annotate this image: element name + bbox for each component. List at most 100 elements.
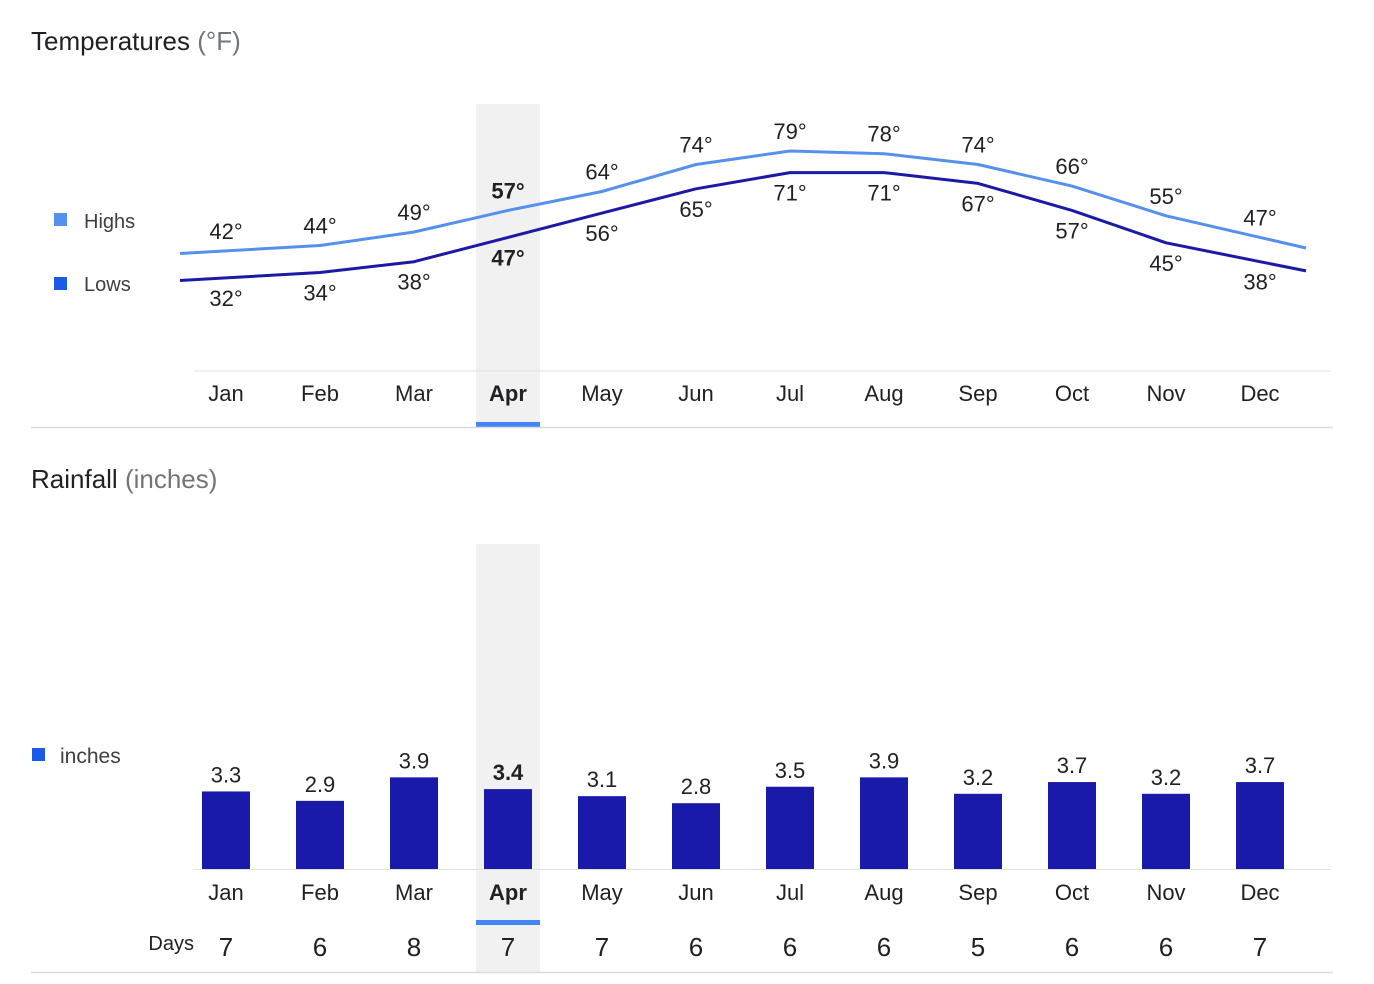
legend-inches-label: inches <box>60 745 121 768</box>
rainfall-month-tick-oct[interactable]: Oct <box>1055 880 1089 905</box>
highs-data-label: 64° <box>585 160 618 185</box>
temperature-month-tick-may[interactable]: May <box>581 381 623 406</box>
rainfall-month-tick-mar[interactable]: Mar <box>395 880 433 905</box>
rainfall-month-tick-jul[interactable]: Jul <box>776 880 804 905</box>
temperature-selected-indicator <box>476 422 540 427</box>
legend-lows-marker <box>54 277 67 290</box>
highs-data-label: 57° <box>491 178 524 203</box>
temperature-month-tick-jun[interactable]: Jun <box>678 381 713 406</box>
selected-month-band <box>476 104 540 426</box>
lows-data-label: 38° <box>397 270 430 295</box>
rainy-days-value: 5 <box>971 932 985 962</box>
rainfall-bar[interactable] <box>860 777 908 869</box>
highs-data-label: 79° <box>773 119 806 144</box>
rainfall-data-label: 3.9 <box>399 748 430 773</box>
rainy-days-value: 8 <box>407 932 421 962</box>
highs-data-label: 44° <box>303 214 336 239</box>
rainfall-bar[interactable] <box>296 800 344 869</box>
highs-data-label: 74° <box>679 133 712 158</box>
rainfall-month-tick-apr[interactable]: Apr <box>489 880 527 905</box>
rainfall-bar[interactable] <box>578 796 626 869</box>
rainfall-selected-indicator <box>476 920 540 925</box>
temperature-month-tick-nov[interactable]: Nov <box>1146 381 1185 406</box>
highs-data-label: 47° <box>1243 205 1276 230</box>
rainfall-month-tick-jan[interactable]: Jan <box>208 880 243 905</box>
rainfall-bar[interactable] <box>202 791 250 869</box>
rainfall-month-tick-dec[interactable]: Dec <box>1240 880 1279 905</box>
lows-data-label: 34° <box>303 281 336 306</box>
highs-data-label: 74° <box>961 133 994 158</box>
rainfall-bar[interactable] <box>1236 782 1284 869</box>
rainy-days-value: 6 <box>783 932 797 962</box>
days-row-label: Days <box>148 933 194 955</box>
rainfall-bar[interactable] <box>954 793 1002 869</box>
temperature-month-tick-aug[interactable]: Aug <box>864 381 903 406</box>
rainfall-data-label: 3.5 <box>775 758 806 783</box>
rainfall-data-label: 2.9 <box>305 772 336 797</box>
rainfall-data-label: 3.3 <box>211 762 242 787</box>
rainfall-bar[interactable] <box>390 777 438 869</box>
legend-highs-marker <box>54 213 67 226</box>
lows-data-label: 38° <box>1243 270 1276 295</box>
rainfall-month-tick-aug[interactable]: Aug <box>864 880 903 905</box>
rainfall-data-label: 2.8 <box>681 774 712 799</box>
legend-lows-label: Lows <box>84 274 131 296</box>
rainy-days-value: 7 <box>501 932 515 962</box>
lows-data-label: 71° <box>867 181 900 206</box>
lows-series-line <box>179 171 1307 282</box>
highs-data-label: 66° <box>1055 154 1088 179</box>
temperature-month-tick-sep[interactable]: Sep <box>958 381 997 406</box>
rainfall-bar[interactable] <box>1048 782 1096 869</box>
rainfall-bar[interactable] <box>672 803 720 869</box>
lows-data-label: 47° <box>491 245 524 270</box>
rainy-days-value: 7 <box>1253 932 1267 962</box>
rainy-days-value: 6 <box>1159 932 1173 962</box>
rainfall-data-label: 3.9 <box>869 748 900 773</box>
highs-data-label: 78° <box>867 122 900 147</box>
rainfall-month-tick-sep[interactable]: Sep <box>958 880 997 905</box>
lows-data-label: 45° <box>1149 251 1182 276</box>
rainy-days-value: 6 <box>1065 932 1079 962</box>
rainfall-chart-title: Rainfall (inches) <box>31 464 217 495</box>
rainfall-data-label: 3.4 <box>493 760 524 785</box>
temperature-month-tick-jan[interactable]: Jan <box>208 381 243 406</box>
rainfall-data-label: 3.1 <box>587 767 618 792</box>
temperature-unit: (°F) <box>197 26 241 56</box>
lows-data-label: 32° <box>209 286 242 311</box>
rainfall-month-tick-jun[interactable]: Jun <box>678 880 713 905</box>
highs-data-label: 55° <box>1149 184 1182 209</box>
legend-inches-marker <box>32 748 45 761</box>
rainfall-data-label: 3.7 <box>1057 753 1088 778</box>
temperature-title-text: Temperatures <box>31 26 190 56</box>
rainfall-data-label: 3.2 <box>963 765 994 790</box>
highs-data-label: 42° <box>209 219 242 244</box>
rainfall-month-tick-feb[interactable]: Feb <box>301 880 339 905</box>
rainfall-month-tick-may[interactable]: May <box>581 880 623 905</box>
rainfall-title-text: Rainfall <box>31 464 118 494</box>
rainfall-month-tick-nov[interactable]: Nov <box>1146 880 1185 905</box>
rainfall-unit: (inches) <box>124 464 218 494</box>
temperature-month-tick-feb[interactable]: Feb <box>301 381 339 406</box>
rainfall-data-label: 3.2 <box>1151 765 1182 790</box>
lows-data-label: 56° <box>585 221 618 246</box>
temperature-chart-title: Temperatures (°F) <box>31 26 241 57</box>
rainy-days-value: 7 <box>595 932 609 962</box>
temperature-month-tick-mar[interactable]: Mar <box>395 381 433 406</box>
lows-data-label: 57° <box>1055 218 1088 243</box>
rainfall-bar[interactable] <box>1142 793 1190 869</box>
temperature-month-tick-apr[interactable]: Apr <box>489 381 527 406</box>
rainfall-bar[interactable] <box>766 786 814 869</box>
rainy-days-value: 6 <box>313 932 327 962</box>
legend-highs-label: Highs <box>84 211 135 233</box>
temperature-month-tick-jul[interactable]: Jul <box>776 381 804 406</box>
temperature-month-tick-oct[interactable]: Oct <box>1055 381 1089 406</box>
rainy-days-value: 6 <box>877 932 891 962</box>
highs-data-label: 49° <box>397 200 430 225</box>
selected-month-band-rainfall <box>476 544 540 972</box>
lows-data-label: 65° <box>679 197 712 222</box>
rainy-days-value: 7 <box>219 932 233 962</box>
highs-series-line <box>179 149 1307 255</box>
rainfall-bar[interactable] <box>484 789 532 869</box>
temperature-month-tick-dec[interactable]: Dec <box>1240 381 1279 406</box>
